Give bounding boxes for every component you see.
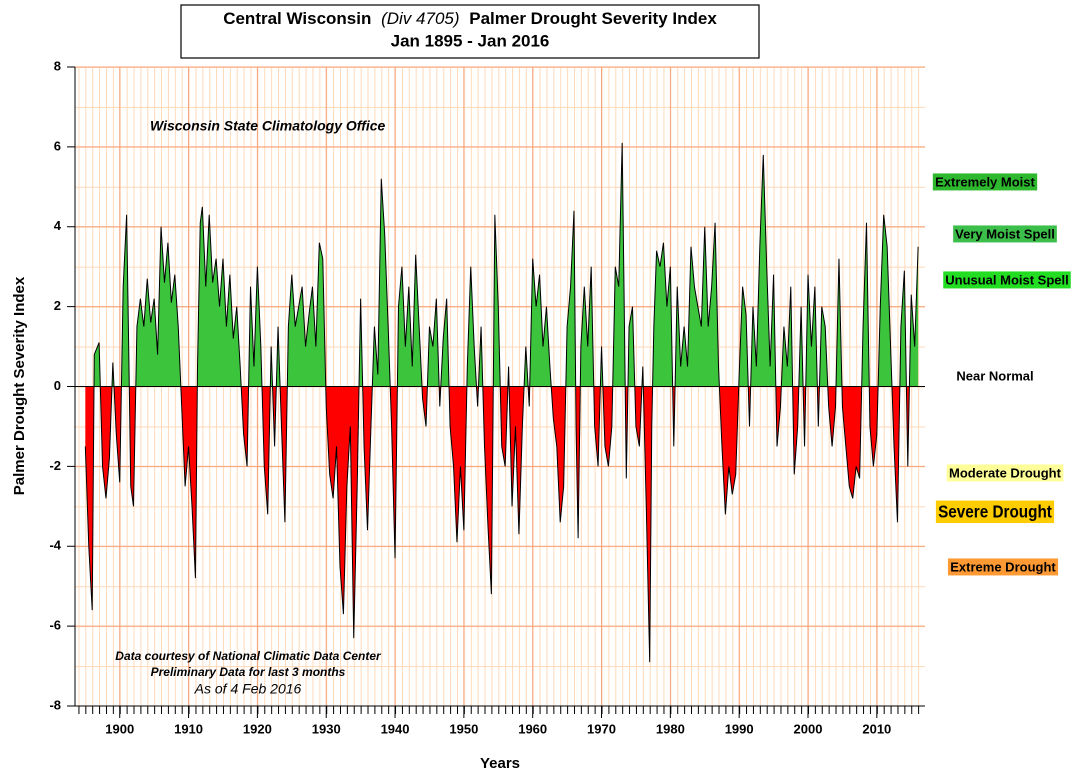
x-tick-label: 1900: [105, 721, 134, 736]
y-tick-label: 4: [54, 218, 62, 233]
class-label: Unusual Moist Spell: [945, 272, 1069, 287]
note: Data courtesy of National Climatic Data …: [115, 649, 382, 663]
x-tick-label: 1980: [656, 721, 685, 736]
class-label-bg: [932, 173, 1038, 191]
chart-subtitle: Jan 1895 - Jan 2016: [391, 31, 550, 50]
title-box: [180, 4, 760, 59]
y-tick-label: 6: [54, 138, 61, 153]
x-axis-label: Years: [480, 755, 520, 772]
positive-area: [85, 142, 919, 387]
x-tick-label: 1940: [381, 721, 410, 736]
pdsi-line: [84, 142, 919, 663]
y-axis-label: Palmer Drought Severity Index: [11, 276, 28, 495]
as-of: As of 4 Feb 2016: [194, 681, 302, 697]
y-tick-label: 8: [54, 58, 61, 73]
x-tick-label: 1990: [725, 721, 754, 736]
class-label-bg: [935, 500, 1055, 524]
title-part: Central Wisconsin: [223, 9, 371, 28]
class-label: Severe Drought: [938, 502, 1052, 522]
x-tick-label: 1970: [587, 721, 616, 736]
note: Preliminary Data for last 3 months: [151, 665, 346, 679]
class-label-bg: [954, 367, 1036, 385]
x-tick-label: 1950: [449, 721, 478, 736]
x-tick-label: 2010: [862, 721, 891, 736]
source-label: Wisconsin State Climatology Office: [150, 118, 386, 134]
y-tick-label: 2: [54, 298, 61, 313]
class-label-bg: [946, 464, 1064, 482]
class-label-bg: [953, 225, 1057, 243]
x-tick-label: 2000: [794, 721, 823, 736]
y-tick-label: -4: [49, 538, 61, 553]
x-tick-label: 1910: [174, 721, 203, 736]
class-label: Near Normal: [956, 368, 1033, 383]
title-part: Palmer Drought Severity Index: [469, 9, 717, 28]
y-tick-label: -6: [49, 618, 61, 633]
y-tick-label: -8: [49, 697, 61, 712]
x-tick-label: 1960: [518, 721, 547, 736]
class-label-bg: [943, 271, 1071, 289]
x-tick-label: 1930: [312, 721, 341, 736]
class-label: Extreme Drought: [950, 559, 1056, 574]
class-label: Extremely Moist: [935, 174, 1035, 189]
chart-title: Central Wisconsin (Div 4705) Palmer Drou…: [223, 9, 717, 28]
y-tick-label: 0: [54, 378, 61, 393]
class-label: Very Moist Spell: [955, 226, 1055, 241]
x-tick-label: 1920: [243, 721, 272, 736]
y-tick-label: -2: [49, 458, 61, 473]
title-part: (Div 4705): [381, 9, 459, 28]
class-label-bg: [947, 558, 1059, 576]
minor-ticks: [75, 706, 925, 714]
class-label: Moderate Drought: [949, 465, 1062, 480]
